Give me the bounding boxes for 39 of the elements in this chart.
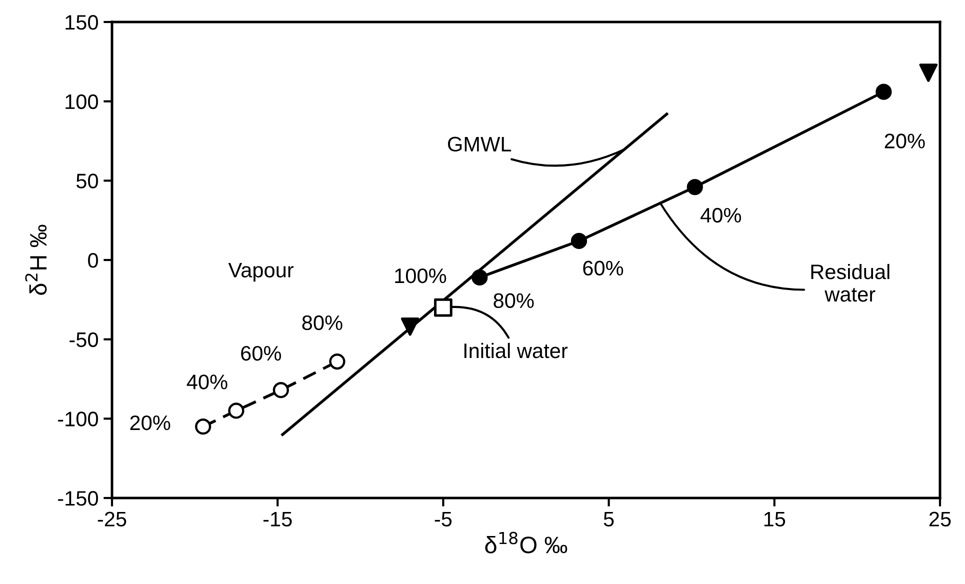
y-tick-label: 0 (88, 253, 98, 268)
y-tick-label: 150 (66, 15, 98, 30)
annotation: 80% (494, 293, 534, 308)
y-tick-label: 100 (66, 94, 98, 110)
annotation: 80% (302, 315, 342, 330)
point (329, 353, 346, 370)
point (434, 298, 452, 317)
point (570, 232, 588, 250)
x-tick-label: -15 (263, 512, 292, 526)
y-tick-label: -100 (58, 412, 98, 426)
x-tick-label: 5 (604, 512, 614, 526)
annotation: 20% (130, 415, 170, 430)
annotation: Initial water (464, 342, 568, 358)
x-tick-label: -5 (434, 512, 452, 526)
x-tick-label: -25 (98, 512, 126, 526)
point (228, 402, 244, 419)
point (876, 84, 892, 100)
point (400, 317, 420, 336)
annotation: 60% (241, 346, 282, 361)
x-tick-label: 15 (764, 512, 786, 526)
annotation: 60% (583, 260, 624, 276)
annotation: 40% (700, 208, 742, 223)
x-axis-title: δ$^{18}$O ‰ (485, 532, 568, 554)
annotation: GMWL (448, 136, 512, 152)
y-tick-label: -50 (70, 332, 98, 348)
annotation: 40% (186, 374, 228, 390)
annotation: 100% (395, 268, 446, 284)
point (195, 418, 212, 435)
annotation: Vapour (228, 262, 294, 282)
y-tick-label: -150 (58, 491, 98, 506)
annotation: 20% (884, 134, 925, 148)
x-tick-label: 25 (929, 512, 951, 526)
point (686, 178, 703, 196)
point (472, 269, 488, 286)
point (272, 382, 289, 398)
annotation: Residual water (811, 264, 890, 302)
y-axis-title: δ$^{2}$H ‰ (25, 224, 47, 295)
point (919, 64, 938, 82)
y-tick-label: 50 (76, 174, 98, 188)
